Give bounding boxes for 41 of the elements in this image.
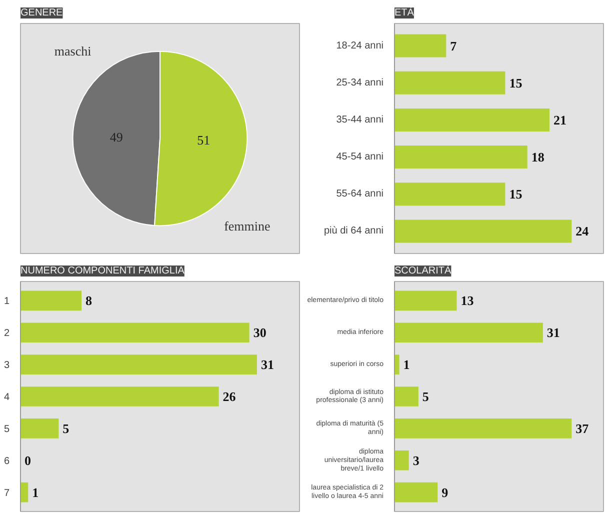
- y-tick-label: 4: [4, 392, 10, 403]
- data-label: 0: [24, 452, 31, 468]
- data-label: 3: [412, 452, 420, 468]
- y-tick-label: 6: [4, 456, 10, 467]
- data-label: 21: [553, 112, 566, 128]
- data-label: 31: [260, 357, 274, 372]
- y-tick-label: 45-54 anni: [336, 152, 384, 163]
- slice-label: femmine: [224, 218, 271, 234]
- data-label: 15: [509, 186, 523, 202]
- chart-title: NUMERO COMPONENTI FAMIGLIA: [20, 266, 185, 276]
- data-label: 1: [403, 357, 410, 372]
- data-label: 49: [110, 130, 123, 145]
- y-tick-label: più di 64 anni: [324, 226, 384, 237]
- y-tick-label: 2: [4, 328, 10, 340]
- data-label: 30: [253, 325, 266, 340]
- y-tick-label: 5: [4, 424, 10, 435]
- chart-title: ETÀ: [394, 6, 414, 18]
- data-label: 37: [576, 420, 590, 436]
- data-label: 5: [422, 389, 430, 404]
- chart-title: GENERE: [20, 8, 64, 18]
- data-label: 9: [442, 484, 449, 500]
- chart-title: SCOLARITÀ: [394, 264, 452, 276]
- data-label: 18: [531, 150, 545, 165]
- data-label: 1: [32, 484, 39, 500]
- y-tick-label: 3: [4, 360, 10, 372]
- data-label: 7: [450, 38, 458, 54]
- y-tick-label: 25-34 anni: [336, 77, 384, 88]
- data-label: 31: [546, 325, 560, 340]
- data-label: 5: [62, 420, 70, 436]
- data-label: 24: [576, 224, 590, 239]
- y-tick-label: 1: [4, 296, 10, 308]
- y-tick-label: 35-44 anni: [336, 114, 384, 126]
- slice-label: maschi: [54, 44, 92, 59]
- data-label: 51: [197, 132, 210, 148]
- y-tick-label: 18-24 anni: [336, 40, 384, 52]
- y-tick-label: 55-64 anni: [336, 188, 384, 200]
- y-tick-label: 7: [4, 488, 10, 499]
- data-label: 13: [460, 293, 474, 308]
- data-label: 26: [222, 389, 236, 404]
- data-label: 8: [86, 293, 93, 308]
- data-label: 15: [509, 75, 523, 90]
